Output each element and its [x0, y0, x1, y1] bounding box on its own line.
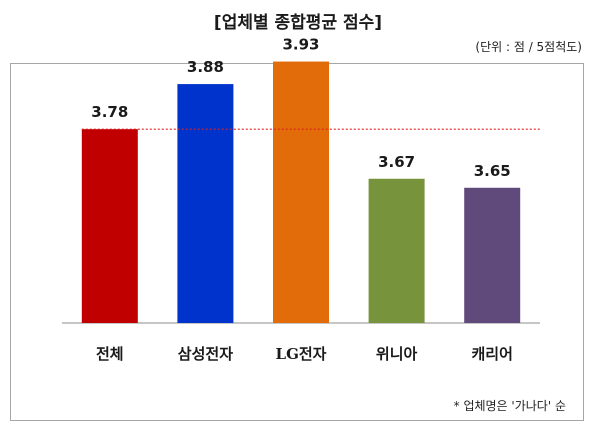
- category-label-4: 위니아: [376, 345, 418, 363]
- category-labels-layer: 전체 삼성전자 LG전자 위니아 캐리어: [96, 345, 513, 363]
- value-label-2: 3.88: [187, 58, 224, 76]
- value-label-5: 3.65: [474, 162, 511, 180]
- chart-title: [업체별 종합평균 점수]: [213, 13, 383, 33]
- category-label-2: 삼성전자: [178, 345, 233, 363]
- value-label-1: 3.78: [91, 103, 128, 121]
- bar-4: [368, 178, 425, 323]
- bar-2: [177, 84, 234, 323]
- value-label-4: 3.67: [378, 153, 415, 171]
- category-label-5: 캐리어: [471, 345, 512, 363]
- value-labels-layer: 3.78 3.88 3.93 3.67 3.65: [91, 36, 510, 180]
- value-label-3: 3.93: [282, 36, 319, 54]
- bars-layer: [62, 61, 540, 324]
- bar-1: [81, 129, 138, 323]
- bar-3: [273, 61, 329, 324]
- unit-label: (단위 : 점 / 5점척도): [475, 40, 582, 54]
- category-label-1: 전체: [96, 345, 124, 363]
- footnote: * 업체명은 '가나다' 순: [453, 399, 566, 413]
- category-label-3: LG전자: [276, 345, 327, 363]
- bar-5: [464, 187, 521, 323]
